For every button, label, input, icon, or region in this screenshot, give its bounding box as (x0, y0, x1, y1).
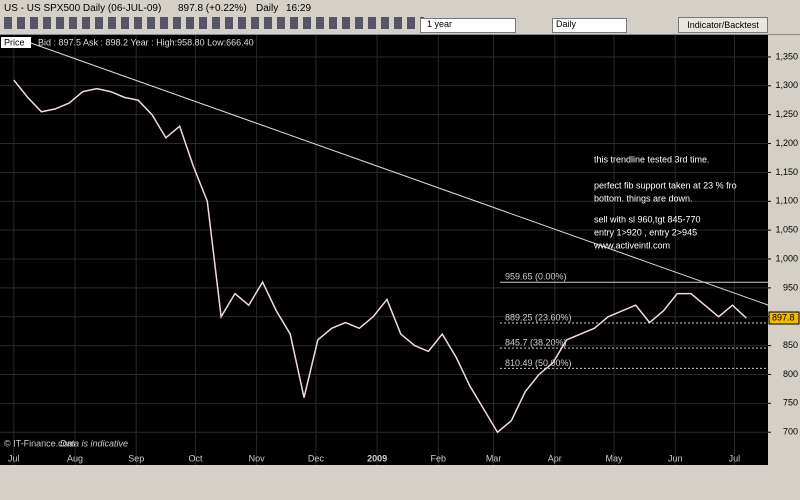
x-tick-label: 2009 (367, 453, 387, 463)
y-tick-label: 700 (783, 427, 798, 437)
annotation: bottom. things are down. (594, 193, 693, 203)
x-tick-label: Mar (486, 453, 502, 463)
y-tick-label: 1,000 (775, 253, 798, 263)
annotation: www.activeintl.com (593, 240, 670, 250)
last-price-label: 897.8 (772, 312, 795, 322)
range-select[interactable]: 1 year (420, 18, 516, 33)
legend-box (1, 37, 31, 48)
fib-label: 959.65 (0.00%) (505, 272, 567, 282)
y-tick-label: 1,350 (775, 51, 798, 61)
x-tick-label: Sep (128, 453, 144, 463)
x-tick-label: May (605, 453, 623, 463)
y-tick-label: 1,050 (775, 225, 798, 235)
x-tick-label: Jul (729, 453, 741, 463)
y-axis-panel (768, 35, 800, 465)
indicator-button[interactable]: Indicator/Backtest (678, 17, 768, 33)
x-tick-label: Apr (548, 453, 562, 463)
price-line (13, 79, 747, 434)
fib-label: 845.7 (38.20%) (505, 337, 567, 347)
fib-label: 889.25 (23.60%) (505, 312, 572, 322)
x-tick-label: Jul (8, 453, 20, 463)
footer: © IT-Finance.com (4, 438, 75, 448)
chart: Price Bid : 897.5 Ask : 898.2 Year : Hig… (0, 35, 800, 465)
y-tick-label: 950 (783, 282, 798, 292)
footer-note: Data is indicative (60, 438, 128, 448)
annotation: this trendline tested 3rd time. (594, 154, 710, 164)
annotation: perfect fib support taken at 23 % fro (594, 180, 737, 190)
tool-icons (4, 17, 424, 29)
price: 897.8 (+0.22%) (178, 3, 247, 14)
y-tick-label: 1,300 (775, 80, 798, 90)
y-tick-label: 800 (783, 369, 798, 379)
x-tick-label: Dec (308, 453, 325, 463)
trendline (27, 41, 769, 306)
annotation: sell with sl 960,tgt 845-770 (594, 214, 701, 224)
toolbar: US - US SPX500 Daily (06-JUL-09) 897.8 (… (0, 0, 800, 35)
legend-label: Price (4, 37, 25, 47)
fib-label: 810.49 (50.00%) (505, 358, 572, 368)
y-tick-label: 750 (783, 398, 798, 408)
y-tick-label: 1,250 (775, 109, 798, 119)
x-tick-label: Aug (67, 453, 83, 463)
x-tick-label: Oct (188, 453, 203, 463)
y-tick-label: 1,100 (775, 196, 798, 206)
last-price-box (768, 311, 800, 325)
y-tick-label: 1,150 (775, 167, 798, 177)
quote: Bid : 897.5 Ask : 898.2 Year : High:958.… (38, 37, 254, 47)
interval: Daily (256, 3, 279, 14)
x-tick-label: Nov (249, 453, 266, 463)
symbol: US - US SPX500 Daily (06-JUL-09) (4, 3, 162, 14)
y-tick-label: 1,200 (775, 138, 798, 148)
x-tick-label: Jun (668, 453, 683, 463)
y-tick-label: 850 (783, 340, 798, 350)
plot-background (0, 35, 768, 465)
period-select[interactable]: Daily (552, 18, 627, 33)
x-tick-label: Feb (431, 453, 447, 463)
annotation: entry 1>920 , entry 2>945 (594, 227, 697, 237)
time: 16:29 (286, 3, 312, 14)
